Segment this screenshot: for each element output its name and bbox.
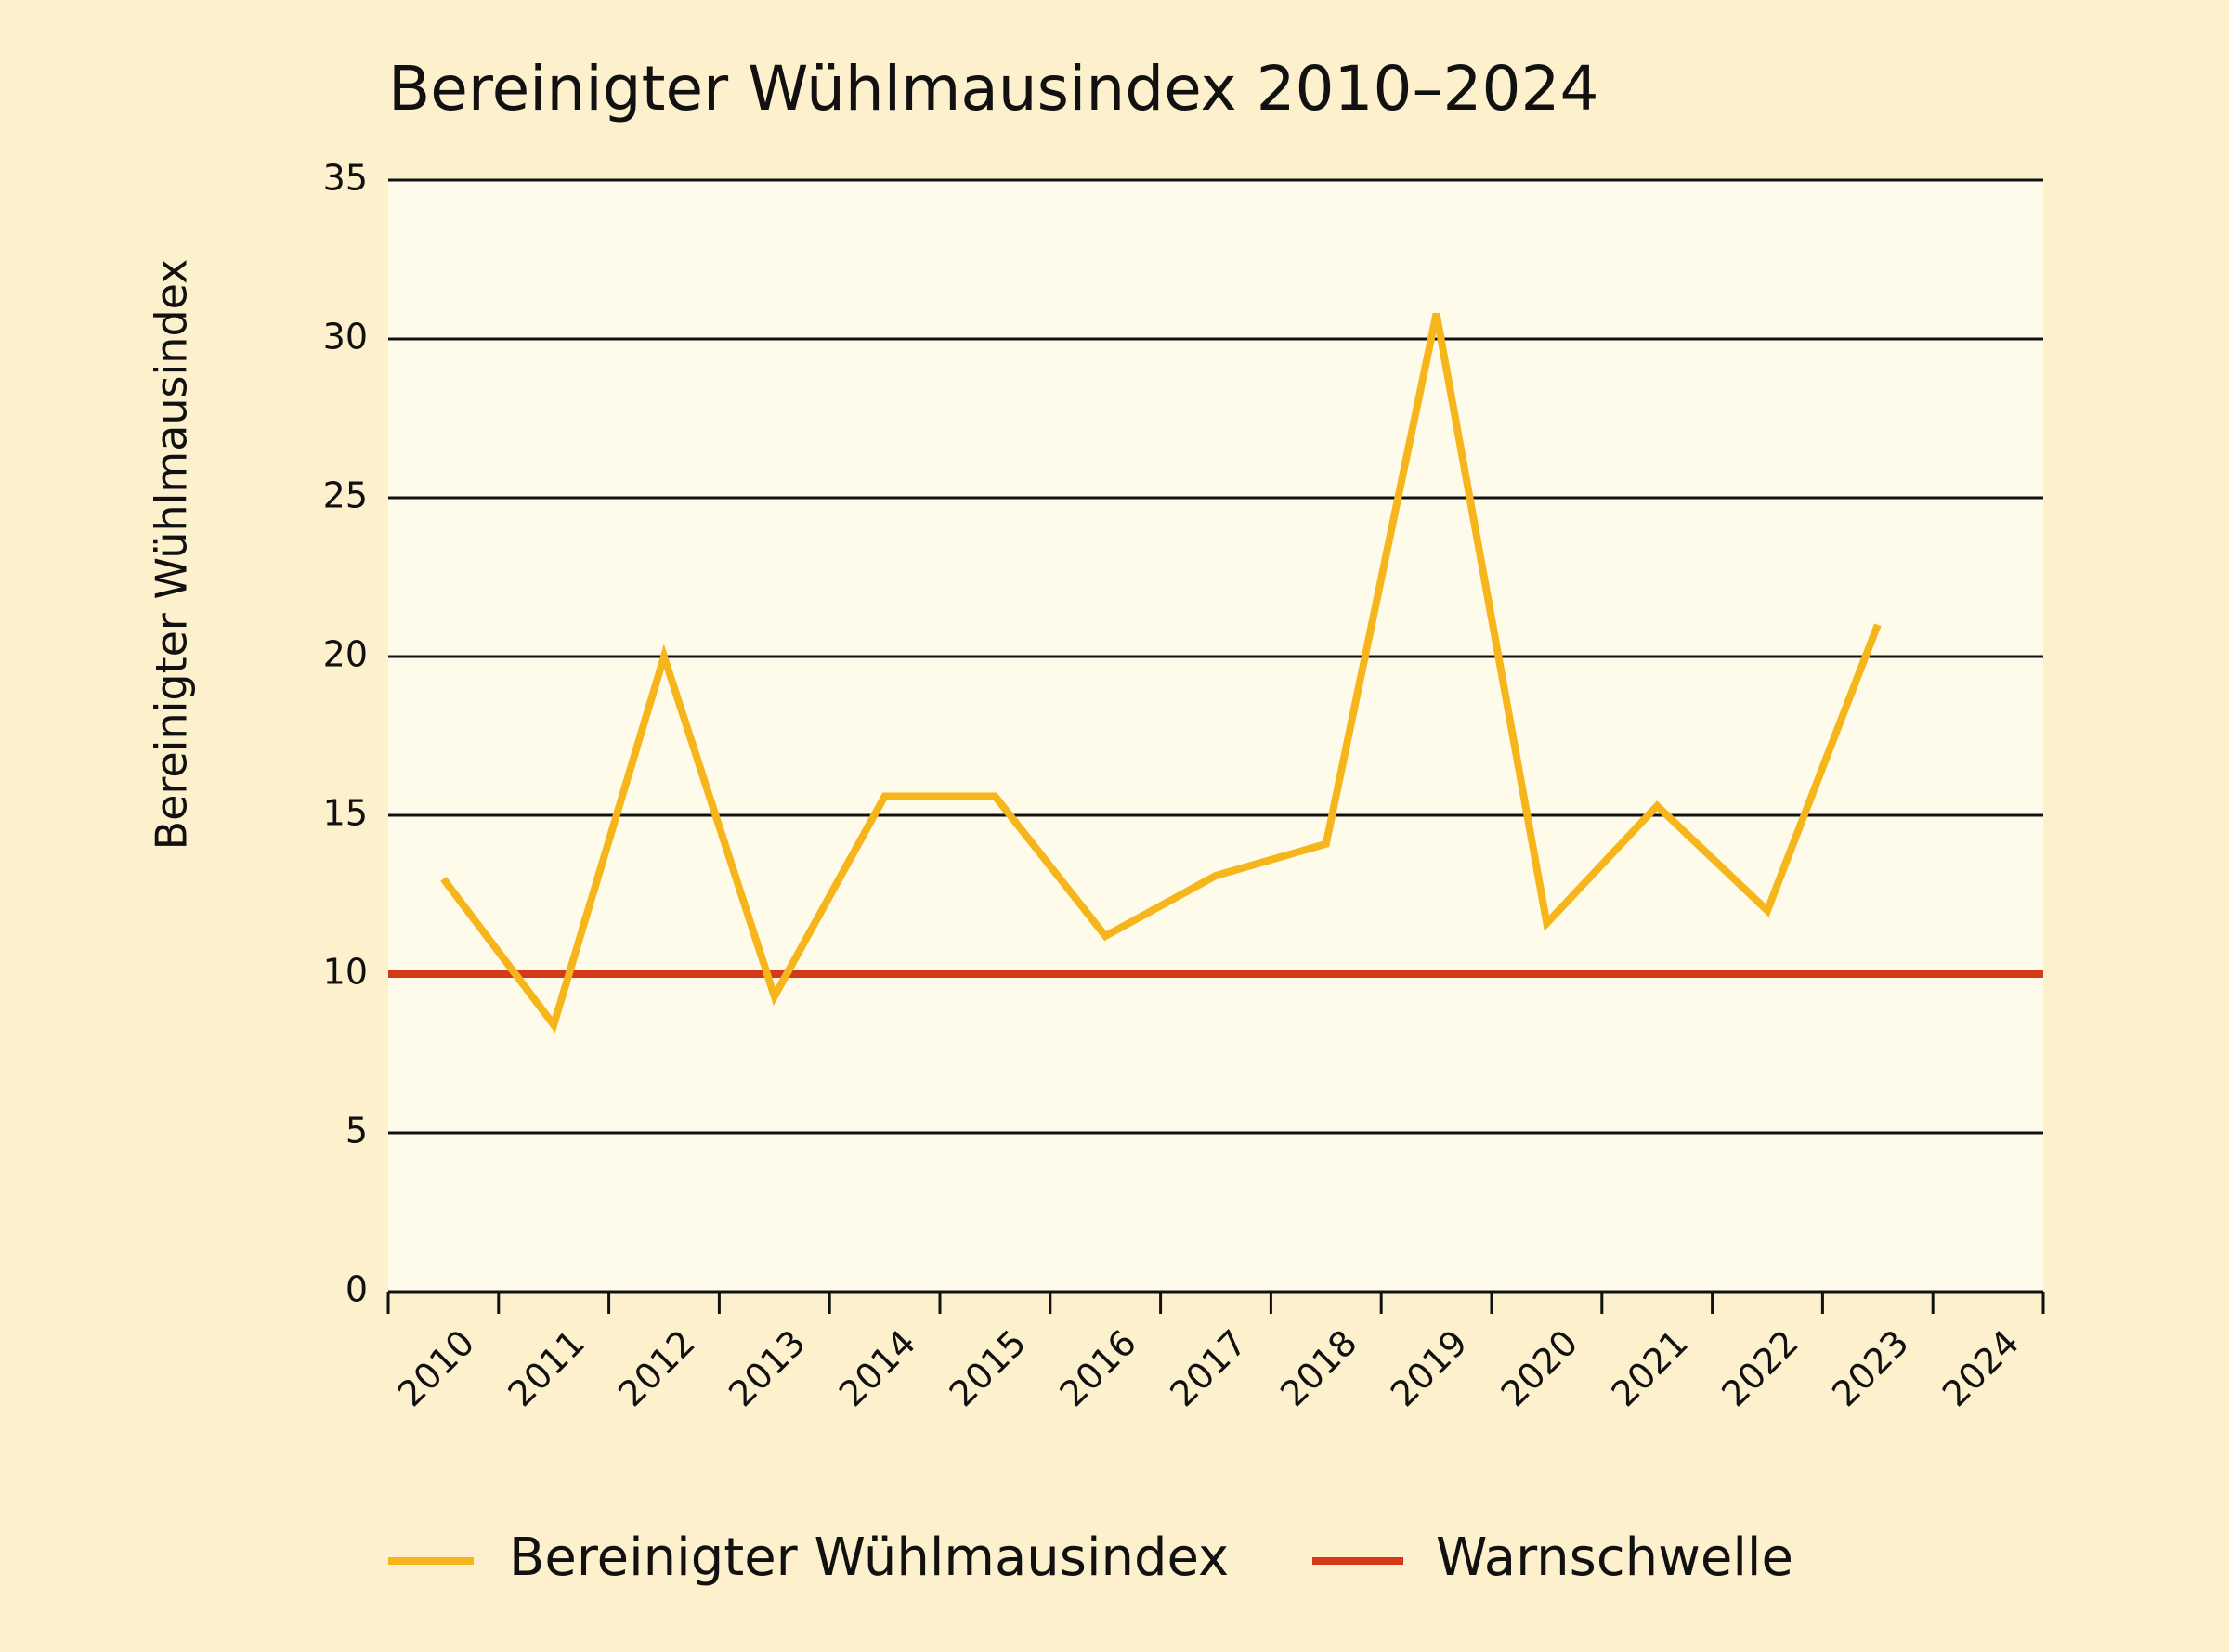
y-tick-label: 20 [323, 634, 368, 675]
legend-label: Bereinigter Wühlmausindex [509, 1528, 1229, 1588]
x-tick-label: 2019 [1383, 1322, 1476, 1415]
x-tick-label: 2013 [721, 1322, 814, 1415]
x-tick-label: 2014 [831, 1322, 924, 1415]
y-tick-label: 15 [323, 793, 368, 834]
chart-title: Bereinigter Wühlmausindex 2010–2024 [388, 53, 1599, 124]
legend-label: Warnschwelle [1436, 1528, 1793, 1588]
x-tick-label: 2016 [1051, 1322, 1144, 1415]
x-tick-label: 2022 [1714, 1322, 1806, 1415]
x-tick-label: 2010 [390, 1322, 483, 1415]
series-line [440, 312, 1882, 1034]
x-tick-label: 2017 [1162, 1322, 1255, 1415]
y-tick-label: 0 [345, 1269, 368, 1310]
y-tick-label: 35 [323, 158, 368, 199]
x-tick-label: 2021 [1603, 1322, 1696, 1415]
y-axis-label: Bereinigter Wühlmausindex [147, 259, 197, 851]
y-tick-label: 30 [323, 317, 368, 358]
x-tick-label: 2020 [1493, 1322, 1586, 1415]
plot-area [388, 180, 2043, 1292]
x-tick-label: 2023 [1824, 1322, 1917, 1415]
x-tick-label: 2024 [1935, 1322, 2027, 1415]
x-tick-label: 2012 [610, 1322, 703, 1415]
x-tick-label: 2015 [942, 1322, 1035, 1415]
x-tick-label: 2011 [500, 1322, 593, 1415]
y-tick-label: 25 [323, 475, 368, 516]
y-tick-label: 10 [323, 952, 368, 993]
y-tick-label: 5 [345, 1111, 368, 1151]
x-tick-label: 2018 [1272, 1322, 1365, 1415]
